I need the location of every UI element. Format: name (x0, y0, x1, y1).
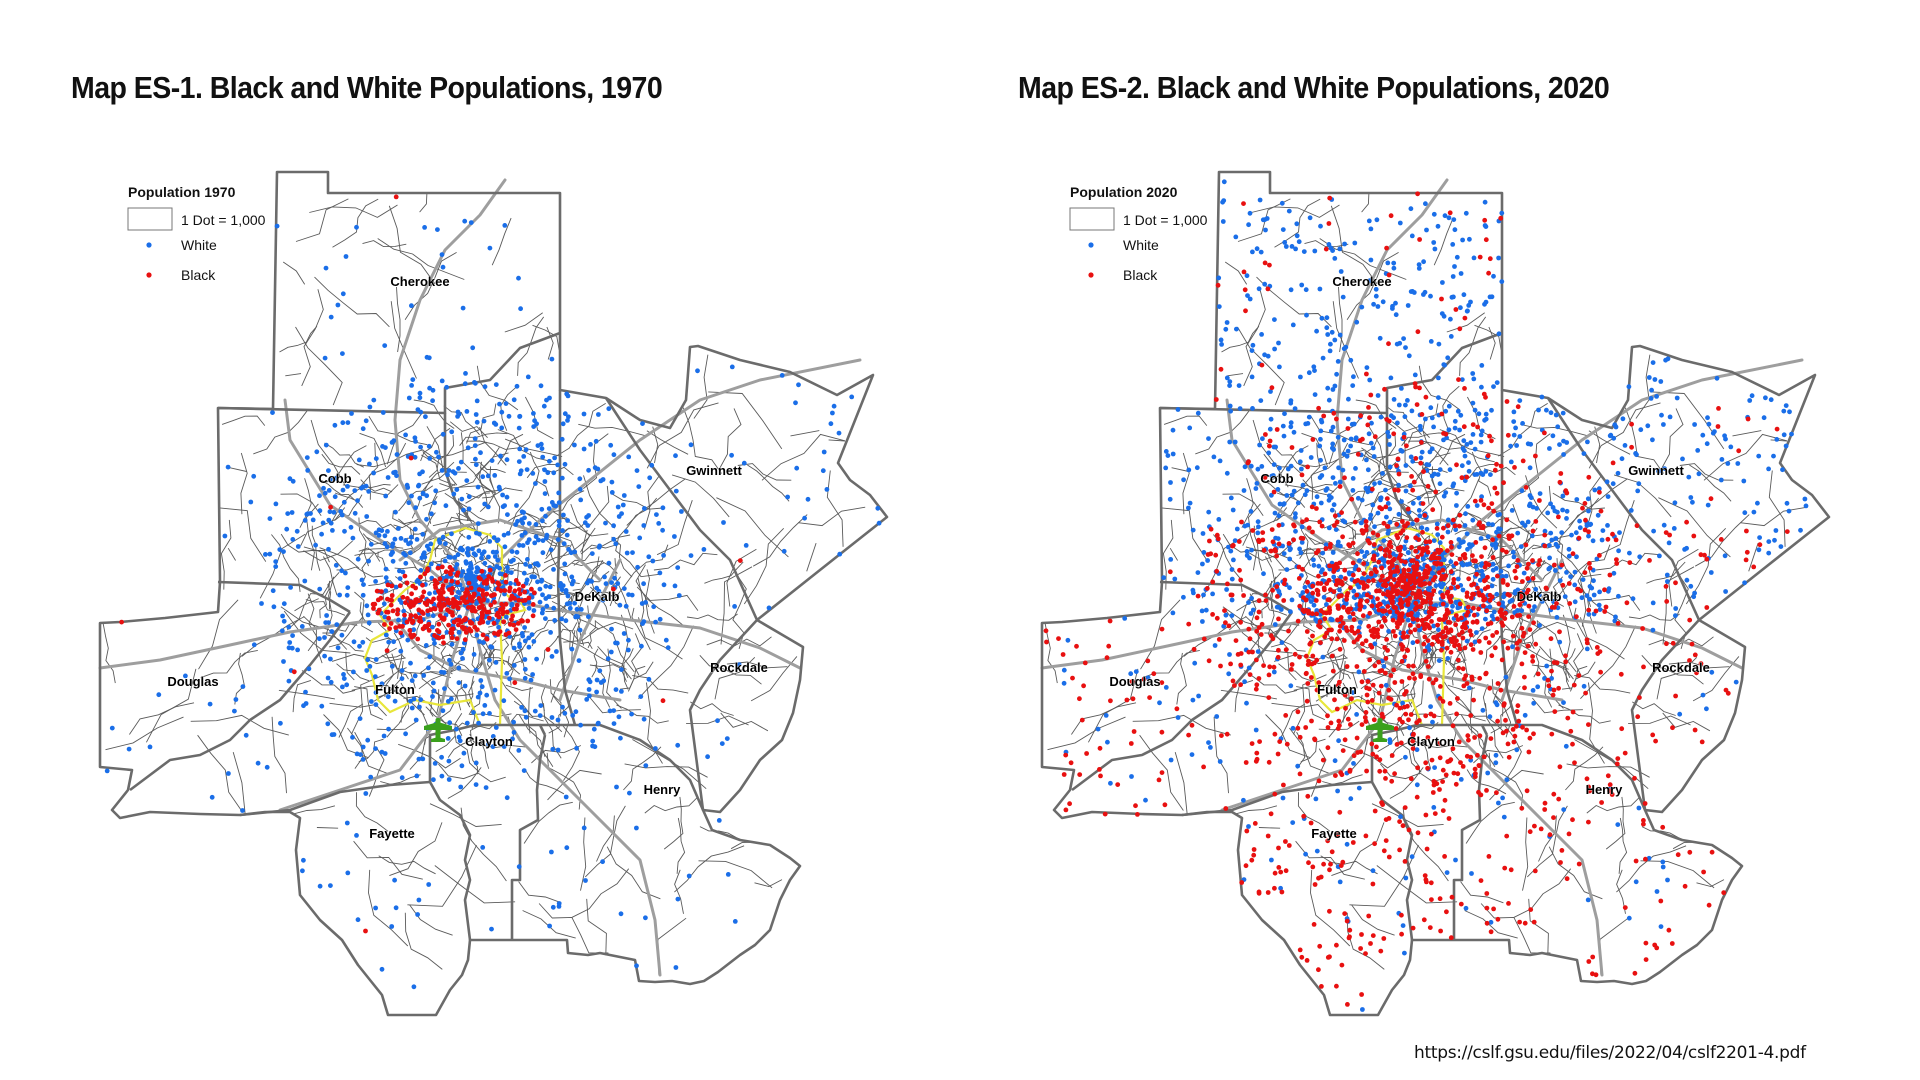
legend-scale-label: 1 Dot = 1,000 (1123, 212, 1208, 228)
map-title-1970: Map ES-1. Black and White Populations, 1… (71, 70, 663, 105)
county-label-henry: Henry (644, 782, 682, 797)
population-dots (104, 194, 882, 990)
legend-label-black: Black (181, 267, 216, 283)
legend-label-white: White (1123, 237, 1159, 253)
legend-title: Population 1970 (128, 184, 236, 200)
county-label-henry: Henry (1586, 782, 1624, 797)
county-label-rockdale: Rockdale (1652, 660, 1710, 675)
county-label-gwinnett: Gwinnett (1628, 463, 1684, 478)
legend: Population 1970 1 Dot = 1,000 White Black (127, 184, 266, 283)
legend-swatch (127, 207, 173, 231)
map-2020: Cherokee Cobb Gwinnett DeKalb Douglas Fulton R… (1040, 170, 1831, 1017)
county-label-cobb: Cobb (318, 471, 351, 486)
legend-title: Population 2020 (1070, 184, 1178, 200)
county-label-fayette: Fayette (369, 826, 415, 841)
source-url[interactable]: https://cslf.gsu.edu/files/2022/04/cslf2… (1414, 1043, 1806, 1063)
legend: Population 2020 1 Dot = 1,000 White Black (1069, 184, 1208, 283)
county-label-cherokee: Cherokee (390, 274, 449, 289)
county-label-dekalb: DeKalb (1517, 589, 1562, 604)
county-label-cobb: Cobb (1260, 471, 1293, 486)
county-label-rockdale: Rockdale (710, 660, 768, 675)
legend-label-black: Black (1123, 267, 1158, 283)
legend-dot-black (146, 272, 152, 278)
county-label-clayton: Clayton (1407, 734, 1455, 749)
airport-icon (424, 718, 452, 742)
county-label-clayton: Clayton (465, 734, 513, 749)
map-1970: Cherokee Cobb Gwinnett DeKalb Douglas Fulton R… (98, 170, 889, 1017)
county-label-douglas: Douglas (1109, 674, 1160, 689)
county-labels: Cherokee Cobb Gwinnett DeKalb Douglas Fulton R… (167, 274, 768, 842)
county-label-dekalb: DeKalb (575, 589, 620, 604)
county-label-gwinnett: Gwinnett (686, 463, 742, 478)
county-boundaries (1040, 170, 1831, 1017)
legend-dot-white (1088, 242, 1094, 248)
airport-icon (1366, 718, 1394, 742)
legend-dot-black (1088, 272, 1094, 278)
legend-dot-white (146, 242, 152, 248)
legend-swatch (1069, 207, 1115, 231)
population-dots (1043, 179, 1809, 1012)
legend-scale-label: 1 Dot = 1,000 (181, 212, 266, 228)
county-labels: Cherokee Cobb Gwinnett DeKalb Douglas Fulton R… (1109, 274, 1710, 842)
county-label-fulton: Fulton (1317, 682, 1357, 697)
county-label-cherokee: Cherokee (1332, 274, 1391, 289)
map-title-2020: Map ES-2. Black and White Populations, 2… (1018, 70, 1610, 105)
county-label-douglas: Douglas (167, 674, 218, 689)
legend-label-white: White (181, 237, 217, 253)
county-label-fayette: Fayette (1311, 826, 1357, 841)
county-label-fulton: Fulton (375, 682, 415, 697)
